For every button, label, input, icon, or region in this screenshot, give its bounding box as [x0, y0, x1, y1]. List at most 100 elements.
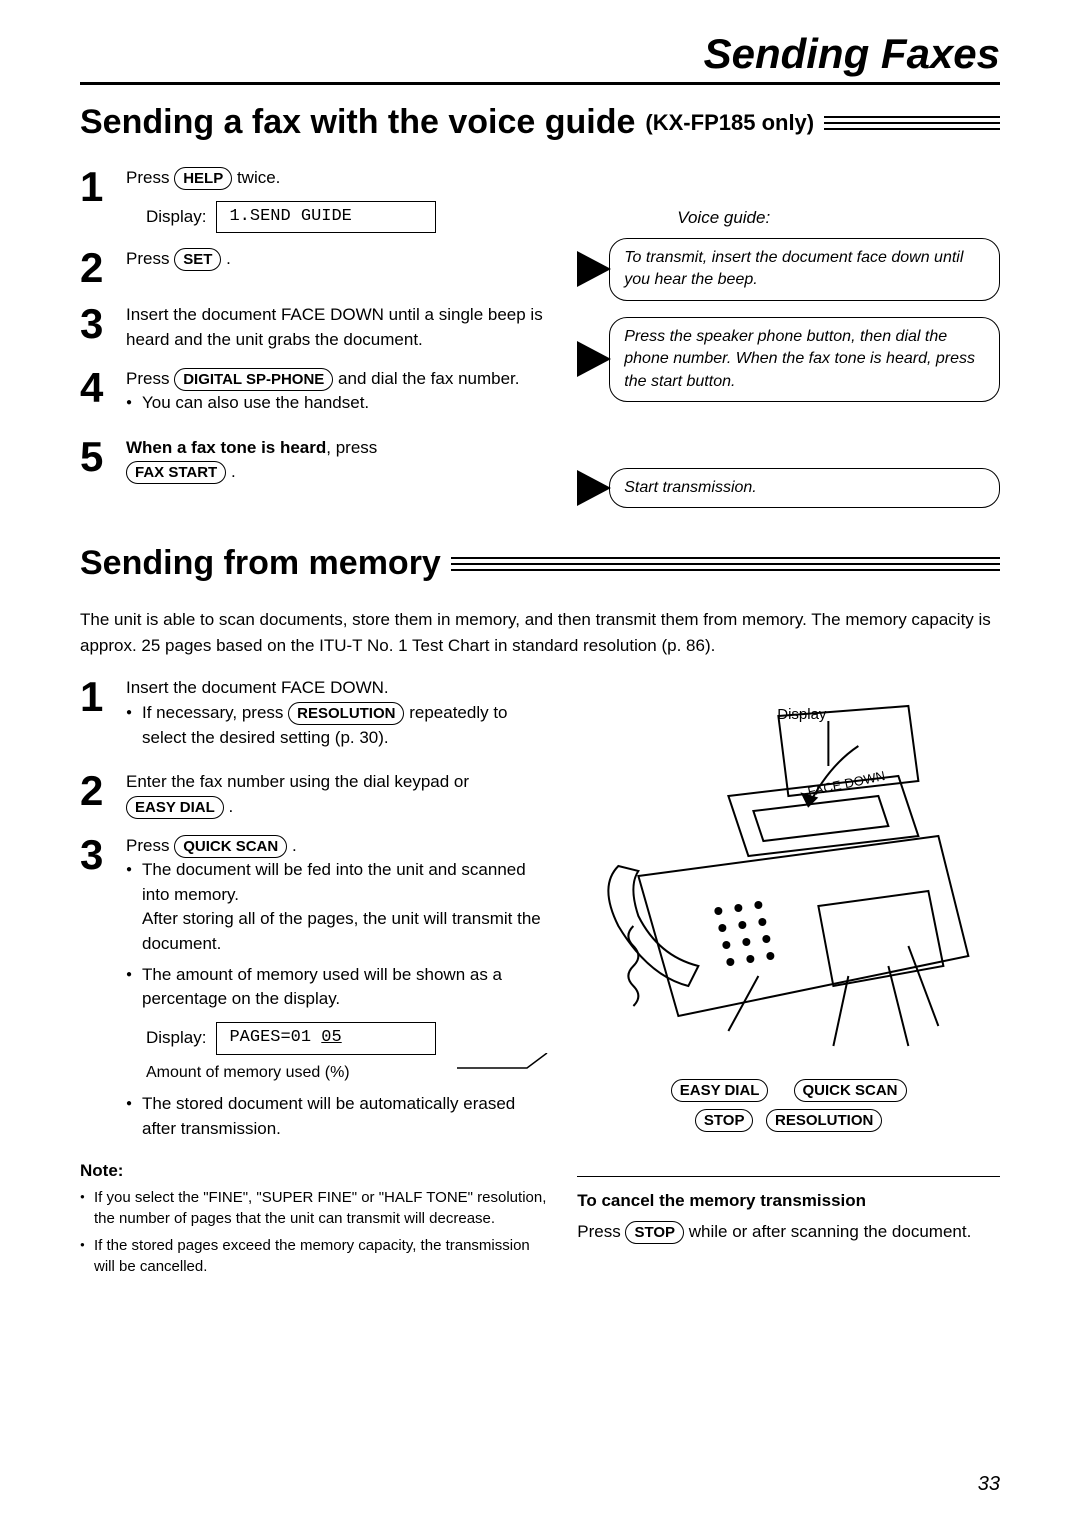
text: Amount of memory used (%) [146, 1064, 350, 1081]
illus-button-labels: EASY DIAL QUICK SCAN STOP RESOLUTION [577, 1076, 1000, 1136]
text: while or after scanning the document. [689, 1222, 972, 1241]
text: . [228, 797, 233, 816]
text: Insert the document FACE DOWN. [126, 678, 389, 697]
note-item: If the stored pages exceed the memory ca… [80, 1235, 547, 1277]
text: Press [126, 836, 174, 855]
step-body: Press DIGITAL SP-PHONE and dial the fax … [126, 367, 547, 422]
stop-button-label: STOP [625, 1221, 684, 1244]
page-number: 33 [978, 1473, 1000, 1496]
text: . [292, 836, 297, 855]
step3: 3 Insert the document FACE DOWN until a … [80, 303, 547, 352]
text: Enter the fax number using the dial keyp… [126, 772, 469, 791]
title-rule-icon [451, 557, 1000, 571]
resolution-button-label: RESOLUTION [288, 702, 404, 725]
step-number: 1 [80, 166, 110, 208]
section2-body: 1 Insert the document FACE DOWN. If nece… [80, 676, 1000, 1283]
set-button-label: SET [174, 248, 221, 271]
sp-phone-button-label: DIGITAL SP-PHONE [174, 368, 333, 391]
step-number: 3 [80, 834, 110, 876]
display-label: Display: [146, 1026, 206, 1051]
callout-text: To transmit, insert the document face do… [609, 238, 1000, 301]
step2: 2 Press SET . [80, 247, 547, 289]
mem-caption: Amount of memory used (%) [146, 1061, 547, 1084]
section1-left: 1 Press HELP twice. Display: 1.SEND GUID… [80, 166, 547, 524]
quick-scan-button-label: QUICK SCAN [174, 835, 287, 858]
title-rule-icon [824, 116, 1000, 130]
note-heading: Note: [80, 1161, 547, 1181]
step-body: Insert the document FACE DOWN. If necess… [126, 676, 547, 756]
section2-intro: The unit is able to scan documents, stor… [80, 607, 1000, 658]
arrow-icon [577, 470, 611, 506]
callout-text: Start transmission. [609, 468, 1000, 508]
step-number: 1 [80, 676, 110, 718]
bullet: The amount of memory used will be shown … [126, 963, 547, 1012]
step4: 4 Press DIGITAL SP-PHONE and dial the fa… [80, 367, 547, 422]
callout-1: To transmit, insert the document face do… [577, 238, 1000, 301]
divider [577, 1176, 1000, 1177]
note-list: If you select the "FINE", "SUPER FINE" o… [80, 1187, 547, 1277]
illus-display-label: Display [777, 706, 826, 723]
bullet: The stored document will be automaticall… [126, 1092, 547, 1141]
bullet: You can also use the handset. [126, 391, 547, 416]
bold-text: When a fax tone is heard [126, 438, 326, 457]
bullet: The document will be fed into the unit a… [126, 858, 547, 957]
text: , press [326, 438, 377, 457]
callout-line-icon [457, 1053, 557, 1073]
display-value: PAGES=01 05 [216, 1022, 436, 1055]
display-row: Display: PAGES=01 05 [146, 1022, 547, 1055]
display-label: Display: [146, 205, 206, 230]
mem-step1: 1 Insert the document FACE DOWN. If nece… [80, 676, 547, 756]
easy-dial-button-label: EASY DIAL [671, 1079, 769, 1102]
fax-machine-icon [577, 676, 1000, 1056]
section1-right: Voice guide: To transmit, insert the doc… [577, 166, 1000, 524]
display-mem-pct: 05 [321, 1028, 341, 1047]
page-header: Sending Faxes [80, 30, 1000, 85]
text: and dial the fax number. [338, 369, 519, 388]
easy-dial-button-label: EASY DIAL [126, 796, 224, 819]
text: . [231, 462, 236, 481]
arrow-icon [577, 341, 611, 377]
note-item: If you select the "FINE", "SUPER FINE" o… [80, 1187, 547, 1229]
text: Press [126, 369, 174, 388]
callout-3: Start transmission. [577, 468, 1000, 508]
section2-title-row: Sending from memory [80, 544, 1000, 583]
section1-title: Sending a fax with the voice guide [80, 103, 635, 142]
step-number: 2 [80, 247, 110, 289]
cancel-text: Press STOP while or after scanning the d… [577, 1219, 1000, 1245]
callout-2: Press the speaker phone button, then dia… [577, 317, 1000, 402]
resolution-button-label: RESOLUTION [766, 1109, 882, 1132]
section1-body: 1 Press HELP twice. Display: 1.SEND GUID… [80, 166, 1000, 524]
stop-button-label: STOP [695, 1109, 754, 1132]
section1-subtitle: (KX-FP185 only) [645, 110, 814, 136]
step-body: Enter the fax number using the dial keyp… [126, 770, 547, 819]
callout-text: Press the speaker phone button, then dia… [609, 317, 1000, 402]
text: . [226, 249, 231, 268]
step-number: 5 [80, 436, 110, 478]
text: Press [126, 249, 174, 268]
quick-scan-button-label: QUICK SCAN [794, 1079, 907, 1102]
step5: 5 When a fax tone is heard, press FAX ST… [80, 436, 547, 485]
help-button-label: HELP [174, 167, 232, 190]
text: twice. [237, 168, 280, 187]
voice-guide-label: Voice guide: [677, 208, 1000, 228]
text: Press [577, 1222, 625, 1241]
step-body: Press QUICK SCAN . The document will be … [126, 834, 547, 1148]
step1: 1 Press HELP twice. Display: 1.SEND GUID… [80, 166, 547, 233]
display-value: 1.SEND GUIDE [216, 201, 436, 234]
step-body: Insert the document FACE DOWN until a si… [126, 303, 547, 352]
section2-title: Sending from memory [80, 544, 441, 583]
step-body: Press HELP twice. Display: 1.SEND GUIDE [126, 166, 547, 233]
section2-left: 1 Insert the document FACE DOWN. If nece… [80, 676, 547, 1283]
text: Press [126, 168, 174, 187]
mem-step3: 3 Press QUICK SCAN . The document will b… [80, 834, 547, 1148]
step-body: When a fax tone is heard, press FAX STAR… [126, 436, 547, 485]
step-number: 2 [80, 770, 110, 812]
bullet: If necessary, press RESOLUTION repeatedl… [126, 701, 547, 750]
step-body: Press SET . [126, 247, 547, 272]
cancel-heading: To cancel the memory transmission [577, 1191, 1000, 1211]
section1-title-row: Sending a fax with the voice guide (KX-F… [80, 103, 1000, 142]
section2-right: Display FACE DOWN EASY DIAL QUICK SCAN S… [577, 676, 1000, 1283]
arrow-icon [577, 251, 611, 287]
display-pages: PAGES=01 [229, 1028, 321, 1047]
step-number: 4 [80, 367, 110, 409]
